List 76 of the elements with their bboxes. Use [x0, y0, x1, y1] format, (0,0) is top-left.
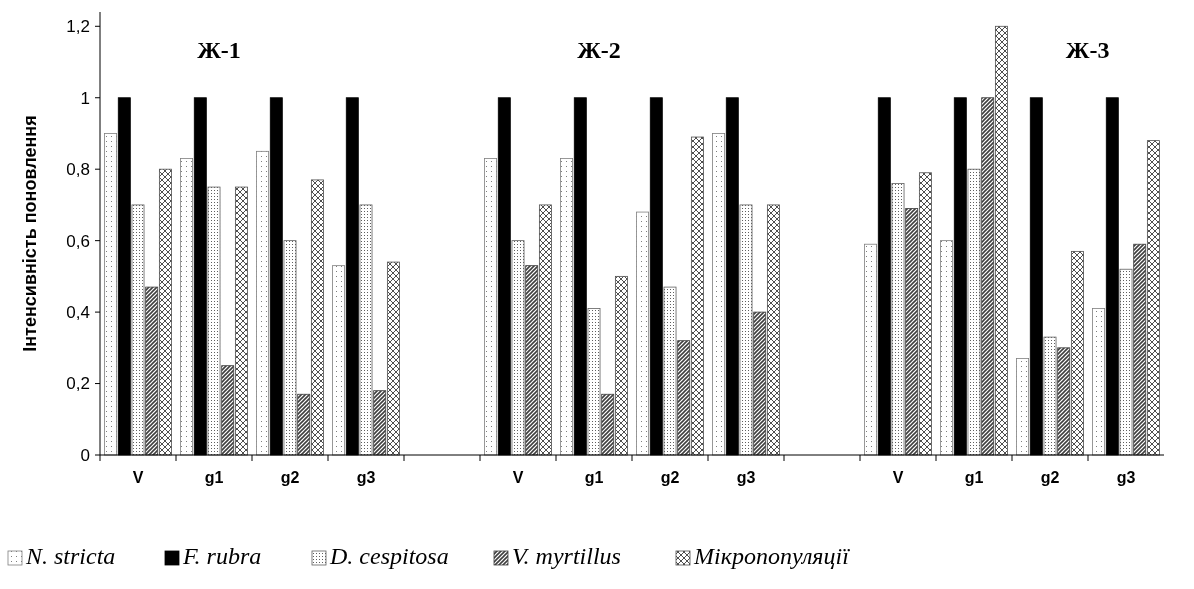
x-tick-label: V: [892, 469, 904, 486]
bar: [221, 365, 235, 456]
bar: [180, 158, 194, 456]
legend-label: F. rubra: [182, 543, 262, 569]
bar: [677, 340, 691, 456]
bar: [131, 204, 145, 456]
bar: [207, 186, 221, 456]
bar: [918, 172, 932, 456]
x-tick-label: g1: [204, 469, 224, 486]
bar: [1119, 268, 1133, 456]
annotation: Ж-2: [577, 37, 621, 63]
bar: [891, 183, 905, 456]
annotation: Ж-1: [197, 37, 241, 63]
bar: [1070, 250, 1084, 456]
bar: [538, 204, 552, 456]
bar: [712, 133, 726, 456]
bar: [636, 211, 650, 456]
bar: [1016, 358, 1030, 456]
legend-label: N. stricta: [25, 543, 116, 569]
bar: [256, 150, 270, 456]
bar: [310, 179, 324, 456]
x-tick-label: g2: [660, 469, 680, 486]
y-axis-title: Інтенсивність поновлення: [20, 115, 40, 352]
x-tick-label: V: [132, 469, 144, 486]
bar: [359, 204, 373, 456]
bar: [560, 158, 574, 456]
bar: [587, 308, 601, 456]
y-tick-label: 0: [80, 445, 90, 465]
bar: [283, 240, 297, 456]
bar: [940, 240, 954, 456]
x-tick-label: g2: [280, 469, 300, 486]
bar: [297, 393, 311, 456]
bar: [332, 265, 346, 456]
y-tick-label: 0,4: [66, 303, 90, 323]
bar: [386, 261, 400, 456]
bar: [663, 286, 677, 456]
legend-label: V. myrtillus: [512, 543, 621, 569]
bar: [145, 286, 159, 456]
x-tick-label: g3: [1116, 469, 1136, 486]
bar: [1043, 336, 1057, 456]
bar: [234, 186, 248, 456]
bar: [1057, 347, 1071, 456]
bar: [994, 25, 1008, 456]
y-tick-label: 1,2: [66, 17, 90, 37]
bar: [373, 390, 387, 456]
x-tick-label: g3: [736, 469, 756, 486]
x-tick-label: g2: [1040, 469, 1060, 486]
bar: [158, 168, 172, 456]
y-tick-label: 0,8: [66, 160, 90, 180]
bar: [1133, 243, 1147, 456]
annotation: Ж-3: [1065, 37, 1110, 63]
bar: [1146, 140, 1160, 456]
bar: [967, 168, 981, 456]
y-tick-label: 0,6: [66, 231, 90, 251]
x-tick-label: V: [512, 469, 524, 486]
bar: [766, 204, 780, 456]
legend-label: D. cespitosa: [329, 543, 449, 569]
bar: [525, 265, 539, 456]
bar: [104, 133, 118, 456]
x-tick-label: g3: [356, 469, 376, 486]
x-tick-label: g1: [584, 469, 604, 486]
y-tick-label: 1: [80, 88, 90, 108]
bar: [511, 240, 525, 456]
bar: [1092, 308, 1106, 456]
legend-label: Мікропопуляції: [693, 543, 851, 569]
bar: [864, 243, 878, 456]
bar: [739, 204, 753, 456]
bar: [753, 311, 767, 456]
bar: [484, 158, 498, 456]
bar: [601, 393, 615, 456]
bar: [981, 97, 995, 456]
y-tick-label: 0,2: [66, 374, 90, 394]
x-tick-label: g1: [964, 469, 984, 486]
bar: [905, 208, 919, 456]
bar: [614, 275, 628, 456]
bar: [690, 136, 704, 456]
